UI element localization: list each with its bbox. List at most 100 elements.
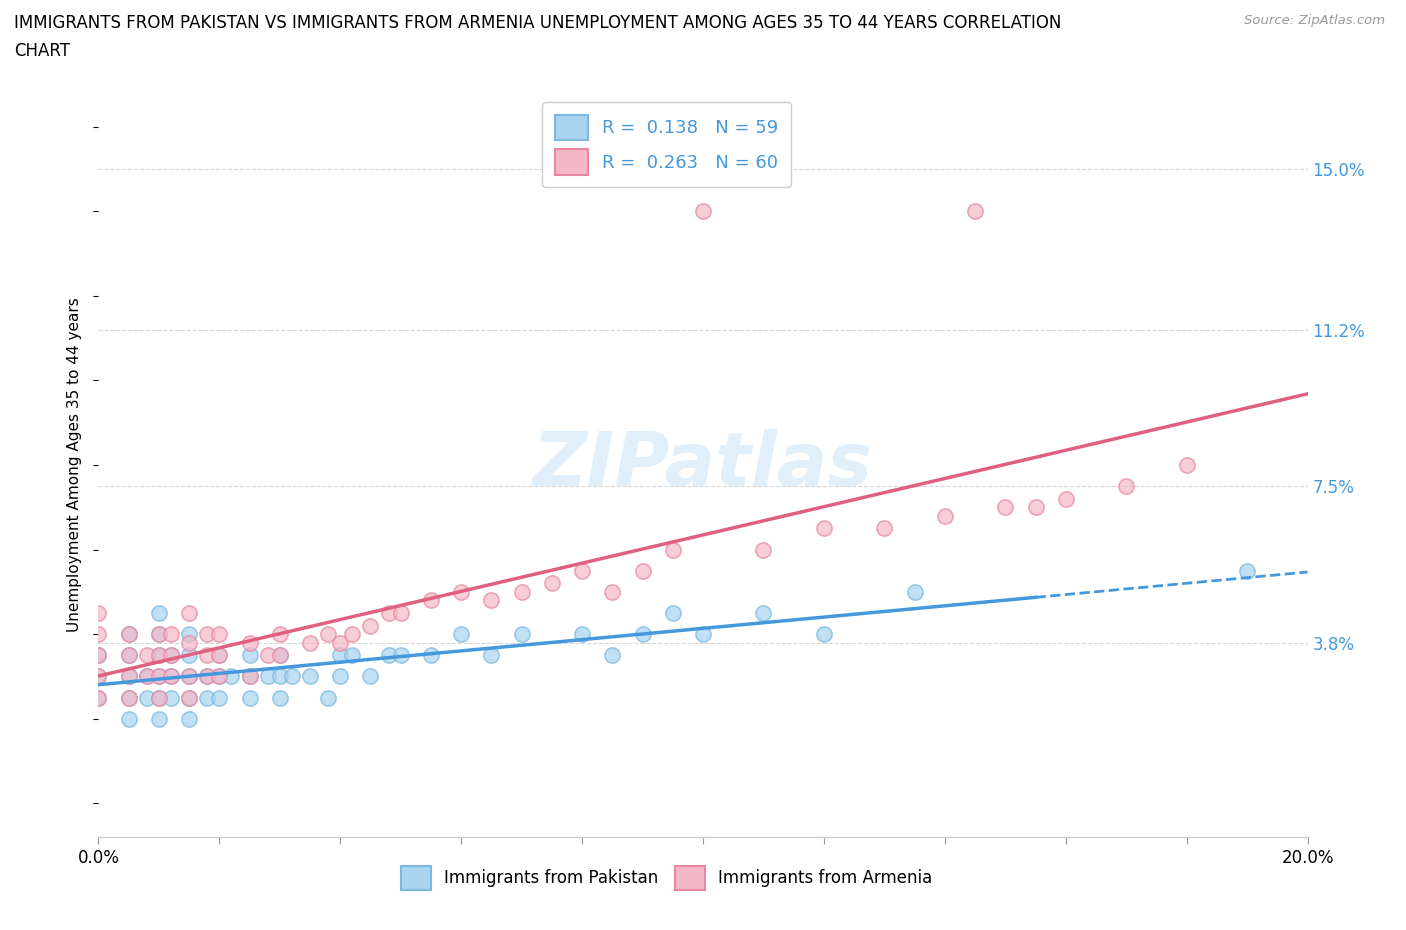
Point: [118, 711, 141, 726]
Point: [135, 669, 157, 684]
Point: [994, 499, 1017, 514]
Point: [179, 690, 201, 705]
Point: [269, 690, 291, 705]
Point: [160, 648, 183, 663]
Point: [1115, 479, 1137, 494]
Point: [148, 711, 170, 726]
Point: [602, 584, 624, 599]
Point: [148, 690, 170, 705]
Point: [221, 669, 243, 684]
Point: [316, 627, 339, 642]
Point: [179, 669, 201, 684]
Point: [135, 690, 157, 705]
Point: [87, 690, 110, 705]
Point: [87, 605, 110, 620]
Point: [1236, 564, 1258, 578]
Point: [1054, 491, 1077, 506]
Point: [87, 690, 110, 705]
Point: [450, 584, 472, 599]
Point: [269, 648, 291, 663]
Point: [510, 627, 533, 642]
Point: [118, 690, 141, 705]
Point: [195, 669, 218, 684]
Point: [420, 592, 443, 607]
Point: [118, 690, 141, 705]
Point: [160, 690, 183, 705]
Point: [148, 648, 170, 663]
Text: ZIPatlas: ZIPatlas: [533, 429, 873, 501]
Point: [239, 648, 262, 663]
Point: [299, 635, 322, 650]
Point: [148, 648, 170, 663]
Text: Source: ZipAtlas.com: Source: ZipAtlas.com: [1244, 14, 1385, 27]
Point: [342, 648, 364, 663]
Point: [208, 669, 231, 684]
Point: [510, 584, 533, 599]
Point: [904, 584, 927, 599]
Point: [299, 669, 322, 684]
Point: [420, 648, 443, 663]
Point: [179, 711, 201, 726]
Point: [160, 669, 183, 684]
Point: [571, 564, 593, 578]
Legend: Immigrants from Pakistan, Immigrants from Armenia: Immigrants from Pakistan, Immigrants fro…: [388, 853, 946, 903]
Point: [329, 648, 352, 663]
Point: [934, 509, 956, 524]
Point: [87, 669, 110, 684]
Point: [179, 648, 201, 663]
Point: [873, 521, 896, 536]
Point: [160, 627, 183, 642]
Point: [87, 627, 110, 642]
Point: [239, 690, 262, 705]
Point: [179, 690, 201, 705]
Point: [239, 635, 262, 650]
Point: [208, 669, 231, 684]
Point: [661, 605, 683, 620]
Point: [239, 669, 262, 684]
Point: [602, 648, 624, 663]
Point: [208, 690, 231, 705]
Point: [195, 690, 218, 705]
Point: [752, 605, 775, 620]
Point: [87, 669, 110, 684]
Point: [118, 669, 141, 684]
Point: [179, 635, 201, 650]
Point: [481, 648, 503, 663]
Point: [360, 669, 382, 684]
Point: [342, 627, 364, 642]
Point: [965, 204, 987, 219]
Point: [256, 648, 278, 663]
Text: CHART: CHART: [14, 42, 70, 60]
Point: [148, 669, 170, 684]
Point: [540, 576, 562, 591]
Point: [692, 627, 714, 642]
Point: [329, 635, 352, 650]
Point: [377, 648, 399, 663]
Point: [148, 605, 170, 620]
Point: [389, 605, 412, 620]
Point: [269, 648, 291, 663]
Point: [208, 627, 231, 642]
Point: [195, 627, 218, 642]
Point: [118, 669, 141, 684]
Point: [239, 669, 262, 684]
Point: [1024, 499, 1046, 514]
Point: [160, 669, 183, 684]
Point: [135, 648, 157, 663]
Point: [256, 669, 278, 684]
Point: [269, 669, 291, 684]
Point: [179, 627, 201, 642]
Point: [148, 669, 170, 684]
Point: [160, 648, 183, 663]
Point: [377, 605, 399, 620]
Point: [631, 564, 654, 578]
Point: [281, 669, 304, 684]
Point: [208, 648, 231, 663]
Point: [661, 542, 683, 557]
Point: [87, 648, 110, 663]
Point: [389, 648, 412, 663]
Y-axis label: Unemployment Among Ages 35 to 44 years: Unemployment Among Ages 35 to 44 years: [67, 298, 83, 632]
Point: [148, 627, 170, 642]
Point: [87, 648, 110, 663]
Point: [269, 627, 291, 642]
